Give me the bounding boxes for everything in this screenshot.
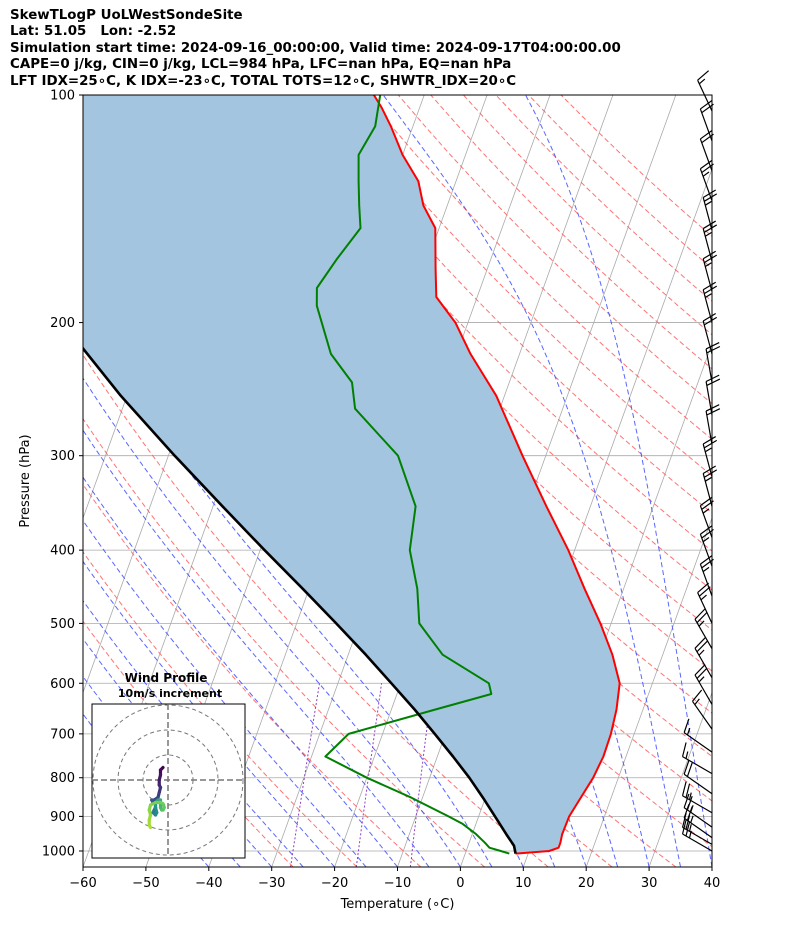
x-tick-label: 0 — [456, 876, 464, 891]
isotherm-gridline — [648, 691, 712, 867]
y-tick-label: 500 — [50, 617, 75, 632]
x-tick-label: −20 — [321, 876, 348, 891]
x-tick-label: 30 — [641, 876, 658, 891]
wind-barb — [702, 313, 718, 355]
wind-barb — [681, 781, 713, 814]
title-line-5: LFT IDX=25∘C, K IDX=-23∘C, TOTAL TOTS=12… — [10, 73, 517, 89]
wind-barb — [702, 465, 718, 507]
isotherm-gridline — [711, 865, 712, 867]
title-line-1: SkewTLogP UoLWestSondeSite — [10, 8, 243, 23]
mixing-ratio-line — [409, 683, 434, 867]
y-tick-label: 300 — [50, 449, 75, 464]
dry-adiabat — [83, 551, 358, 867]
hodograph-segment — [147, 823, 153, 830]
temperature-line — [373, 95, 621, 855]
chart-header: SkewTLogP UoLWestSondeSite Lat: 51.05 Lo… — [10, 8, 621, 90]
mixing-ratio-line — [290, 683, 320, 867]
x-tick-label: 40 — [704, 876, 721, 891]
inset-subtitle: 10m/s increment — [118, 687, 222, 700]
moist-adiabat — [83, 560, 335, 867]
wind-barb — [699, 129, 714, 172]
wind-barb — [705, 342, 721, 383]
moist-adiabat — [83, 429, 430, 867]
wind-barb — [683, 718, 713, 753]
wind-barb — [694, 608, 713, 649]
cin-shading — [83, 95, 620, 854]
x-axis-label: Temperature (∘C) — [340, 897, 455, 912]
wind-barb — [702, 281, 718, 323]
y-tick-label: 400 — [50, 544, 75, 559]
wind-barb — [694, 637, 713, 679]
wind-barb — [705, 404, 721, 445]
moist-adiabat — [83, 638, 273, 867]
isotherm-gridline — [585, 516, 712, 867]
dry-adiabat — [300, 95, 712, 514]
wind-barb — [699, 159, 714, 201]
x-tick-label: −60 — [69, 876, 96, 891]
moist-adiabat — [83, 599, 304, 867]
title-line-3: Simulation start time: 2024-09-16_00:00:… — [10, 40, 621, 56]
y-tick-label: 200 — [50, 316, 75, 331]
y-tick-label: 100 — [50, 89, 75, 104]
dry-adiabat — [332, 95, 712, 477]
x-tick-label: 10 — [515, 876, 532, 891]
wind-barb — [697, 582, 713, 624]
x-tick-label: −40 — [195, 876, 222, 891]
wind-barb — [681, 742, 713, 775]
wind-barb — [683, 760, 713, 795]
wind-barb — [694, 664, 713, 705]
wind-barb — [699, 525, 714, 567]
wind-profile-inset: Wind Profile 10m/s increment — [91, 671, 246, 859]
dry-adiabat — [83, 354, 549, 867]
moist-adiabat — [83, 377, 461, 867]
dry-adiabat — [169, 95, 712, 672]
x-tick-label: −10 — [384, 876, 411, 891]
x-tick-label: −50 — [132, 876, 159, 891]
moist-adiabat — [382, 95, 681, 867]
mixing-ratio-line — [355, 683, 383, 867]
wind-barb — [683, 793, 713, 828]
wind-barb — [702, 436, 718, 478]
x-tick-label: −30 — [258, 876, 285, 891]
y-tick-label: 1000 — [42, 844, 75, 859]
wind-barb — [699, 99, 714, 142]
y-tick-label: 700 — [50, 727, 75, 742]
moist-adiabat — [525, 95, 712, 867]
wind-barb — [702, 250, 718, 292]
inset-title: Wind Profile — [125, 671, 208, 685]
wind-barb — [702, 220, 718, 262]
y-tick-label: 600 — [50, 677, 75, 692]
title-line-4: CAPE=0 j/kg, CIN=0 j/kg, LCL=984 hPa, LF… — [10, 57, 512, 73]
dewpoint-line — [315, 95, 510, 855]
wind-barb — [699, 555, 714, 597]
title-line-2: Lat: 51.05 Lon: -2.52 — [10, 24, 177, 40]
wind-barb — [705, 374, 721, 416]
parcel-path-line — [83, 346, 517, 854]
wind-barb — [697, 70, 713, 112]
x-tick-label: 20 — [578, 876, 595, 891]
y-tick-label: 800 — [50, 771, 75, 786]
dry-adiabat — [365, 95, 712, 440]
y-axis-label: Pressure (hPa) — [18, 434, 33, 527]
wind-barb — [692, 689, 713, 730]
moist-adiabat — [83, 476, 398, 867]
wind-barb — [683, 804, 713, 839]
plot-area — [83, 95, 712, 867]
y-tick-label: 900 — [50, 810, 75, 825]
moist-adiabat — [83, 519, 367, 867]
